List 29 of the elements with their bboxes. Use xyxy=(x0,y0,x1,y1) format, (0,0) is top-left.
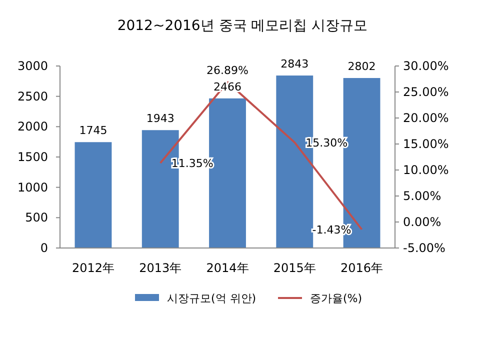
bar xyxy=(74,142,112,248)
y2-tick-label: -5.00% xyxy=(403,241,446,255)
x-tick-label: 2014年 xyxy=(206,261,249,275)
data-label: 1745 xyxy=(79,124,108,138)
x-tick-label: 2013年 xyxy=(139,261,182,275)
x-tick-label: 2015年 xyxy=(273,261,316,275)
data-label: 2802 xyxy=(348,60,376,74)
data-label: 26.89% xyxy=(206,64,248,78)
y2-tick-label: 25.00% xyxy=(403,85,449,99)
data-label: 2843 xyxy=(280,58,309,71)
y2-tick-label: 5.00% xyxy=(403,189,442,203)
y2-tick-label: 15.00% xyxy=(403,137,449,151)
y-tick-label: 500 xyxy=(25,210,48,225)
y-tick-label: 0 xyxy=(40,241,48,255)
y2-tick-label: 30.00% xyxy=(403,59,449,73)
legend-label: 시장규모(억 위안) xyxy=(167,292,256,305)
y2-tick-label: 20.00% xyxy=(403,111,449,125)
y-tick-label: 1500 xyxy=(17,150,48,164)
y2-tick-label: 0.00% xyxy=(403,215,442,229)
x-tick-label: 2012年 xyxy=(72,261,115,275)
chart-title: 2012~2016년 중국 메모리칩 시장규모 xyxy=(117,18,368,34)
y-tick-label: 3000 xyxy=(17,59,48,73)
x-tick-label: 2016年 xyxy=(340,261,384,275)
legend-label: 증가율(%) xyxy=(310,292,362,305)
data-label: 1943 xyxy=(146,112,174,126)
y-tick-label: 2000 xyxy=(17,120,48,134)
y2-tick-label: 10.00% xyxy=(403,163,449,177)
y-tick-label: 2500 xyxy=(17,89,48,104)
y-tick-label: 1000 xyxy=(17,180,48,194)
